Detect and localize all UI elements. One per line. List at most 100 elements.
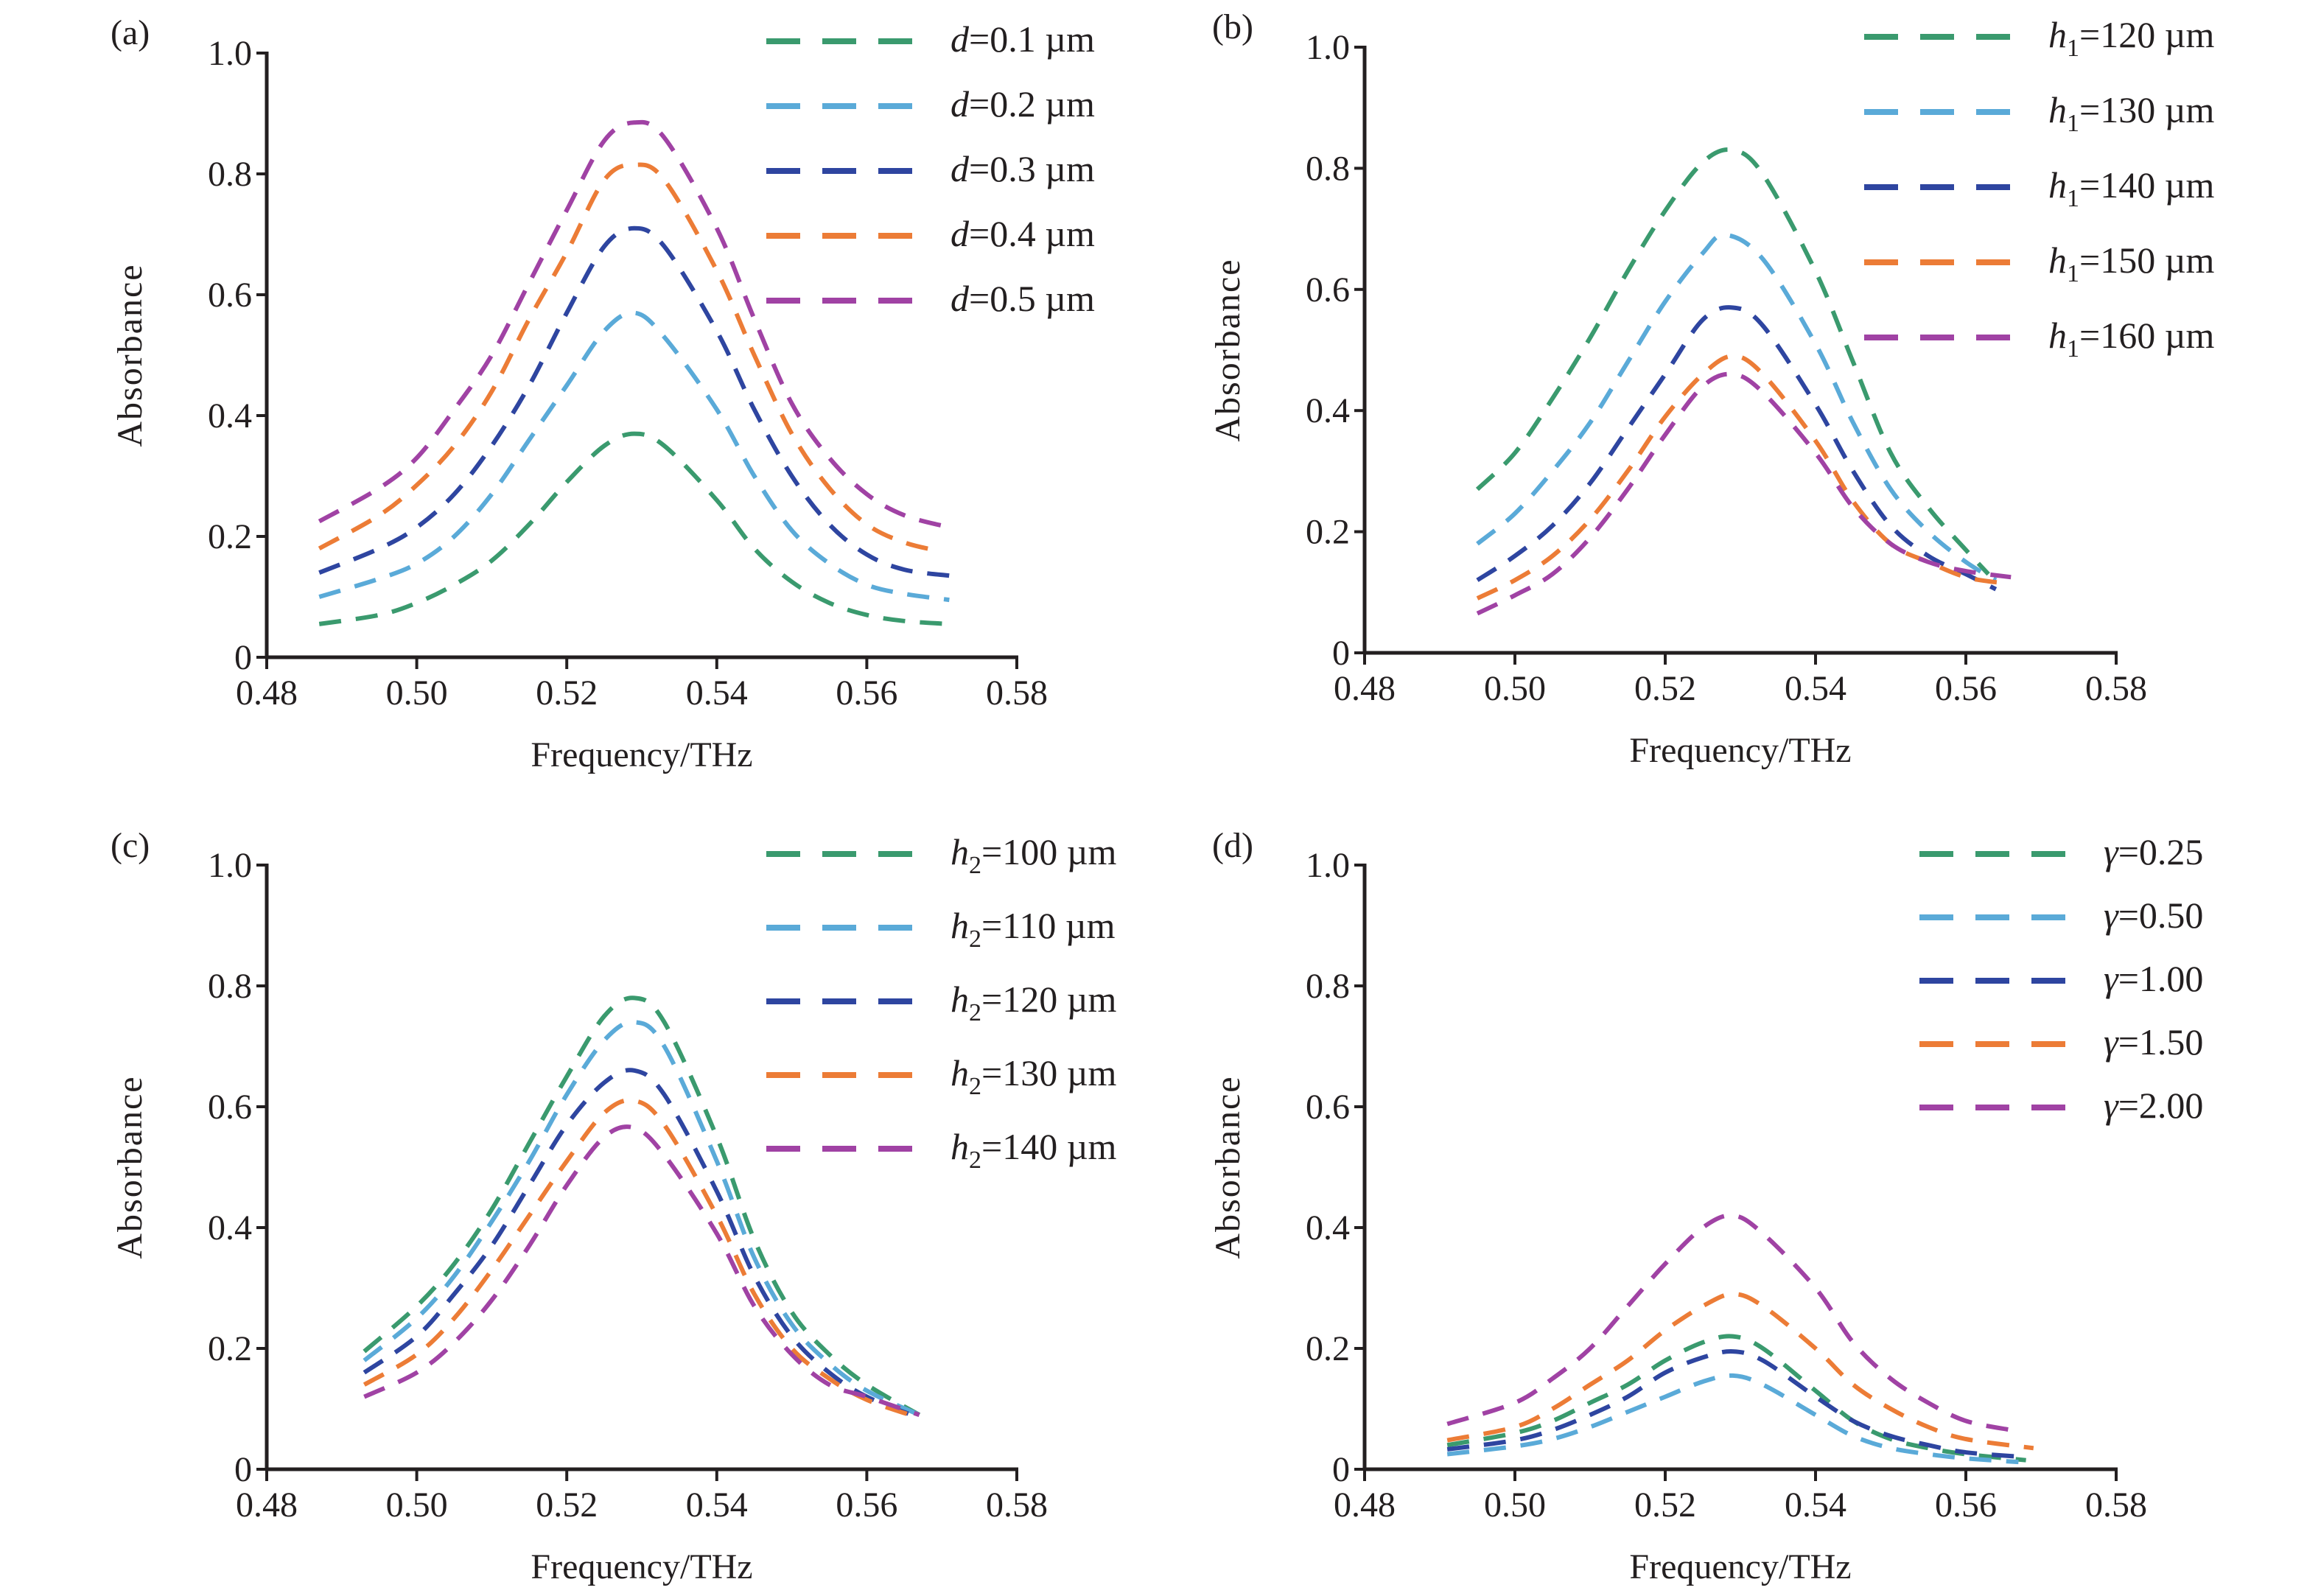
x-tick-label: 0.58 (986, 673, 1048, 713)
legend-entry: d=0.2 µm (951, 83, 1095, 125)
y-axis-title: Absorbance (1208, 1075, 1247, 1259)
series-line (363, 995, 921, 1417)
series-line (1446, 1349, 2026, 1460)
x-tick-label: 0.54 (686, 1485, 748, 1525)
legend-entry: h2=110 µm (951, 905, 1116, 953)
series-line (363, 1124, 920, 1418)
panel-d: (d) 0 0.2 0.4 0.6 0.8 1.0 0.48 0.50 0.52 0.54 0.56 0… (1160, 798, 2321, 1596)
y-tick-label: 0.2 (208, 517, 252, 556)
x-tick-label: 0.50 (386, 673, 448, 713)
series-line (1476, 305, 1998, 592)
y-axis-title: Absorbance (111, 1075, 150, 1259)
legend-entry: h2=140 µm (951, 1126, 1117, 1174)
y-tick-label: 0.4 (1306, 391, 1350, 430)
series-line (1446, 1292, 2034, 1451)
x-axis-title: Frequency/THz (1629, 731, 1851, 770)
y-tick-label: 0 (234, 638, 252, 677)
panel-b: (b) 0 0.2 0.4 0.6 0.8 1.0 0.48 0.50 0.52 0.54 0.56 0… (1160, 0, 2321, 798)
y-tick-label: 0.6 (208, 1088, 252, 1127)
panel-c: (c) 0 0.2 0.4 0.6 0.8 1.0 0.48 0.50 0.52 0.54 0.56 0… (0, 798, 1160, 1596)
y-tick-label: 0.6 (1306, 270, 1350, 309)
y-axis-title: Absorbance (111, 263, 150, 447)
legend-entry: γ=1.00 (2104, 958, 2203, 999)
x-tick-label: 0.54 (1785, 1485, 1846, 1525)
series-line (318, 431, 950, 626)
legend-entry: γ=0.25 (2104, 831, 2203, 872)
x-tick-label: 0.48 (1334, 669, 1396, 708)
series-line (1446, 1334, 2026, 1463)
y-tick-label: 0.6 (208, 276, 252, 315)
legend-entry: h1=140 µm (2048, 164, 2215, 212)
panel-label: (d) (1212, 826, 1253, 865)
series-line (363, 1068, 920, 1421)
x-tick-label: 0.52 (1634, 1485, 1696, 1525)
legend-entry: h1=130 µm (2048, 89, 2215, 137)
series-line (1476, 371, 2012, 616)
legend-entry: d=0.3 µm (951, 148, 1095, 189)
panel-a: (a) 0 0.2 0.4 0.6 0.8 1.0 0.48 0.50 0.52 0.54 0.56 0… (0, 0, 1160, 798)
y-tick-label: 0.4 (208, 396, 252, 435)
legend-entry: h1=160 µm (2048, 315, 2215, 363)
y-tick-label: 0.4 (1306, 1208, 1350, 1247)
legend-entry: h1=150 µm (2048, 239, 2215, 287)
x-tick-label: 0.48 (1334, 1485, 1396, 1525)
series-line (1476, 354, 2004, 601)
series-line (1475, 147, 1990, 576)
legend-entry: d=0.5 µm (951, 278, 1095, 319)
legend-entry: h2=120 µm (951, 979, 1117, 1026)
panel-label: (c) (111, 826, 150, 865)
x-tick-label: 0.56 (1935, 1485, 1997, 1525)
x-tick-label: 0.52 (536, 673, 598, 713)
x-tick-label: 0.50 (1484, 669, 1546, 708)
x-axis-title: Frequency/THz (531, 1547, 752, 1586)
series-line (318, 162, 942, 554)
y-tick-label: 1.0 (208, 846, 252, 885)
panel-label: (b) (1212, 7, 1253, 46)
series-line (363, 1020, 920, 1417)
x-tick-label: 0.54 (686, 673, 748, 713)
chart-d: (d) 0 0.2 0.4 0.6 0.8 1.0 0.48 0.50 0.52 0.54 0.56 0… (1208, 826, 2203, 1586)
chart-b: (b) 0 0.2 0.4 0.6 0.8 1.0 0.48 0.50 0.52 0.54 0.56 0… (1208, 7, 2215, 770)
x-axis-title: Frequency/THz (1629, 1547, 1851, 1586)
y-tick-label: 1.0 (1306, 846, 1350, 885)
y-axis-title: Absorbance (1208, 258, 1247, 441)
x-tick-label: 0.52 (536, 1485, 598, 1525)
x-tick-label: 0.58 (986, 1485, 1048, 1525)
y-tick-label: 0.8 (208, 155, 252, 194)
x-tick-label: 0.58 (2085, 669, 2147, 708)
y-tick-label: 0.2 (208, 1329, 252, 1368)
legend-entry: h2=130 µm (951, 1052, 1117, 1100)
x-tick-label: 0.52 (1634, 669, 1696, 708)
y-tick-label: 0 (1332, 1450, 1350, 1489)
series-line (1476, 232, 1998, 582)
y-tick-label: 0.8 (208, 967, 252, 1006)
y-tick-label: 1.0 (208, 34, 252, 73)
x-tick-label: 0.56 (1935, 669, 1997, 708)
x-tick-label: 0.48 (236, 1485, 298, 1525)
y-tick-label: 1.0 (1306, 28, 1350, 67)
legend-entry: d=0.1 µm (951, 18, 1095, 60)
y-tick-label: 0.6 (1306, 1088, 1350, 1127)
x-tick-label: 0.56 (836, 673, 897, 713)
series-line (1446, 1213, 2012, 1432)
y-tick-label: 0 (234, 1450, 252, 1489)
legend-entry: d=0.4 µm (951, 213, 1095, 254)
series-line (318, 119, 951, 530)
y-tick-label: 0.2 (1306, 1329, 1350, 1368)
y-tick-label: 0.2 (1306, 513, 1350, 552)
y-tick-label: 0.4 (208, 1208, 252, 1247)
legend-entry: γ=2.00 (2104, 1085, 2203, 1126)
legend-entry: h1=120 µm (2048, 14, 2215, 62)
series-line (318, 225, 950, 578)
legend-entry: γ=1.50 (2104, 1021, 2203, 1063)
x-tick-label: 0.56 (836, 1485, 897, 1525)
series-line (363, 1098, 920, 1421)
x-tick-label: 0.50 (386, 1485, 448, 1525)
legend-entry: h2=100 µm (951, 831, 1117, 879)
y-tick-label: 0 (1332, 634, 1350, 673)
y-tick-label: 0.8 (1306, 967, 1350, 1006)
legend-entry: γ=0.50 (2104, 895, 2203, 936)
panel-label: (a) (111, 13, 150, 52)
y-tick-label: 0.8 (1306, 149, 1350, 188)
x-tick-label: 0.50 (1484, 1485, 1546, 1525)
